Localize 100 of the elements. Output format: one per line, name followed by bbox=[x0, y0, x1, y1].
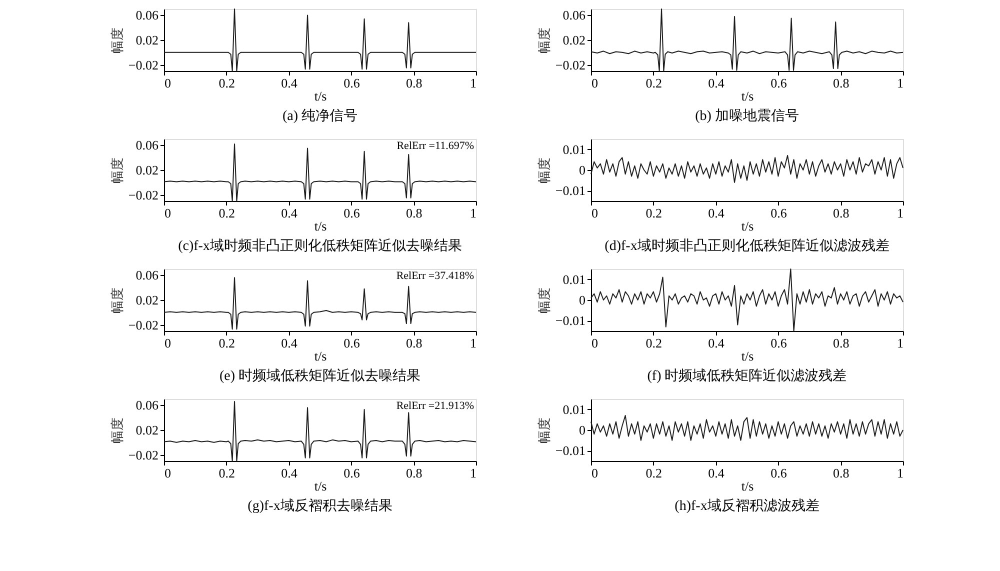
y-tick-label: −0.02 bbox=[128, 447, 158, 462]
x-tick-label: 0.2 bbox=[646, 206, 662, 220]
x-axis-title: t/s bbox=[314, 88, 327, 104]
x-tick-label: 0.4 bbox=[708, 206, 725, 220]
x-tick-label: 1 bbox=[897, 76, 904, 90]
y-tick-label: 0 bbox=[579, 292, 586, 308]
x-axis-title: t/s bbox=[741, 88, 754, 104]
y-tick-label: 0.01 bbox=[562, 142, 586, 157]
text: (f) 时频域低秩矩阵近似滤波残差 bbox=[647, 368, 847, 384]
x-tick-label: 1 bbox=[897, 336, 904, 350]
y-axis-title: 幅度 bbox=[536, 288, 552, 314]
x-tick-label: 0.2 bbox=[218, 76, 236, 90]
x-tick-label: 0 bbox=[592, 76, 598, 90]
x-axis-title: t/s bbox=[314, 218, 327, 234]
x-tick-label: 0.8 bbox=[406, 466, 422, 480]
x-tick-label: 1 bbox=[470, 206, 476, 220]
x-tick-label: 0.4 bbox=[281, 206, 298, 220]
x-tick-label: 0.2 bbox=[218, 206, 236, 220]
x-tick-label: 0.8 bbox=[406, 206, 422, 220]
x-tick-label: 0.8 bbox=[832, 336, 850, 350]
y-tick-label: −0.02 bbox=[128, 187, 158, 202]
x-tick-label: 0 bbox=[592, 206, 598, 220]
x-tick-label: 0.6 bbox=[770, 206, 788, 220]
y-tick-label: 0.06 bbox=[136, 268, 159, 283]
y-axis-title: 幅度 bbox=[536, 158, 552, 184]
y-tick-label: −0.01 bbox=[555, 443, 586, 458]
x-tick-label: 0.6 bbox=[770, 76, 788, 90]
x-tick-label: 0 bbox=[592, 466, 598, 480]
line-series bbox=[590, 155, 904, 183]
x-axis-title: t/s bbox=[314, 478, 327, 494]
text: (g)f-x域反褶积去噪结果 bbox=[248, 498, 392, 514]
x-tick-label: 0.4 bbox=[281, 466, 298, 480]
annotation: RelErr =21.913% bbox=[396, 400, 474, 412]
text: (b) 加噪地震信号 bbox=[695, 108, 799, 124]
x-tick-label: 1 bbox=[897, 466, 904, 480]
x-tick-label: 0.8 bbox=[832, 466, 850, 480]
x-tick-label: 0.2 bbox=[646, 336, 662, 350]
y-tick-label: −0.02 bbox=[128, 57, 158, 72]
x-tick-label: 1 bbox=[897, 206, 904, 220]
annotation: RelErr =37.418% bbox=[396, 270, 474, 282]
y-tick-label: 0.06 bbox=[136, 138, 159, 153]
x-tick-label: 0.6 bbox=[344, 76, 360, 90]
y-axis-title: 幅度 bbox=[109, 158, 124, 184]
text: (c)f-x域时频非凸正则化低秩矩阵近似去噪结果 bbox=[178, 238, 462, 254]
x-tick-label: 0.4 bbox=[708, 336, 725, 350]
y-tick-label: 0.02 bbox=[136, 422, 158, 438]
y-tick-label: 0.01 bbox=[562, 272, 586, 287]
x-tick-label: 0.8 bbox=[406, 336, 422, 350]
x-tick-label: 0.6 bbox=[344, 336, 360, 350]
y-axis-title: 幅度 bbox=[536, 28, 552, 54]
y-tick-label: 0.02 bbox=[136, 32, 158, 48]
y-tick-label: 0.06 bbox=[136, 398, 159, 413]
y-tick-label: 0.06 bbox=[136, 8, 159, 23]
x-tick-label: 1 bbox=[470, 336, 476, 350]
x-axis-title: t/s bbox=[741, 478, 754, 494]
y-tick-label: −0.01 bbox=[555, 183, 586, 198]
x-tick-label: 0 bbox=[164, 206, 171, 220]
x-axis-title: t/s bbox=[314, 348, 327, 364]
x-axis-title: t/s bbox=[741, 218, 754, 234]
x-tick-label: 0.6 bbox=[344, 466, 360, 480]
x-tick-label: 0.8 bbox=[406, 76, 422, 90]
y-tick-label: 0.02 bbox=[136, 292, 158, 308]
y-tick-label: 0 bbox=[579, 422, 586, 438]
x-tick-label: 0.4 bbox=[708, 76, 725, 90]
y-axis-title: 幅度 bbox=[109, 288, 124, 314]
text: (h)f-x域反褶积滤波残差 bbox=[674, 498, 820, 514]
y-tick-label: −0.01 bbox=[555, 313, 586, 328]
annotation: RelErr =11.697% bbox=[396, 140, 474, 152]
x-tick-label: 1 bbox=[470, 76, 476, 90]
text: (d)f-x域时频非凸正则化低秩矩阵近似滤波残差 bbox=[604, 238, 890, 254]
y-tick-label: 0 bbox=[579, 162, 586, 178]
x-tick-label: 0.6 bbox=[770, 466, 788, 480]
x-tick-label: 0.6 bbox=[344, 206, 360, 220]
x-tick-label: 0.8 bbox=[832, 76, 850, 90]
y-tick-label: −0.02 bbox=[128, 317, 158, 332]
x-tick-label: 0.4 bbox=[281, 336, 298, 350]
x-tick-label: 0 bbox=[164, 336, 171, 350]
y-tick-label: 0.01 bbox=[562, 402, 586, 417]
x-tick-label: 0.4 bbox=[281, 76, 298, 90]
x-tick-label: 0 bbox=[164, 466, 171, 480]
text: (e) 时频域低秩矩阵近似去噪结果 bbox=[219, 368, 421, 384]
y-axis-title: 幅度 bbox=[536, 418, 552, 444]
y-tick-label: 0.02 bbox=[562, 32, 586, 48]
x-tick-label: 0.6 bbox=[770, 336, 788, 350]
y-axis-title: 幅度 bbox=[109, 28, 124, 54]
line-series bbox=[590, 415, 904, 441]
x-axis-title: t/s bbox=[741, 348, 754, 364]
x-tick-label: 0.8 bbox=[832, 206, 850, 220]
x-tick-label: 0 bbox=[592, 336, 598, 350]
x-tick-label: 1 bbox=[470, 466, 476, 480]
y-axis-title: 幅度 bbox=[109, 418, 124, 444]
text: (a) 纯净信号 bbox=[282, 108, 358, 124]
x-tick-label: 0.2 bbox=[218, 466, 236, 480]
x-tick-label: 0.4 bbox=[708, 466, 725, 480]
y-tick-label: 0.02 bbox=[136, 162, 158, 178]
x-tick-label: 0 bbox=[164, 76, 171, 90]
x-tick-label: 0.2 bbox=[646, 466, 662, 480]
x-tick-label: 0.2 bbox=[218, 336, 236, 350]
y-tick-label: 0.06 bbox=[562, 8, 586, 23]
x-tick-label: 0.2 bbox=[646, 76, 662, 90]
